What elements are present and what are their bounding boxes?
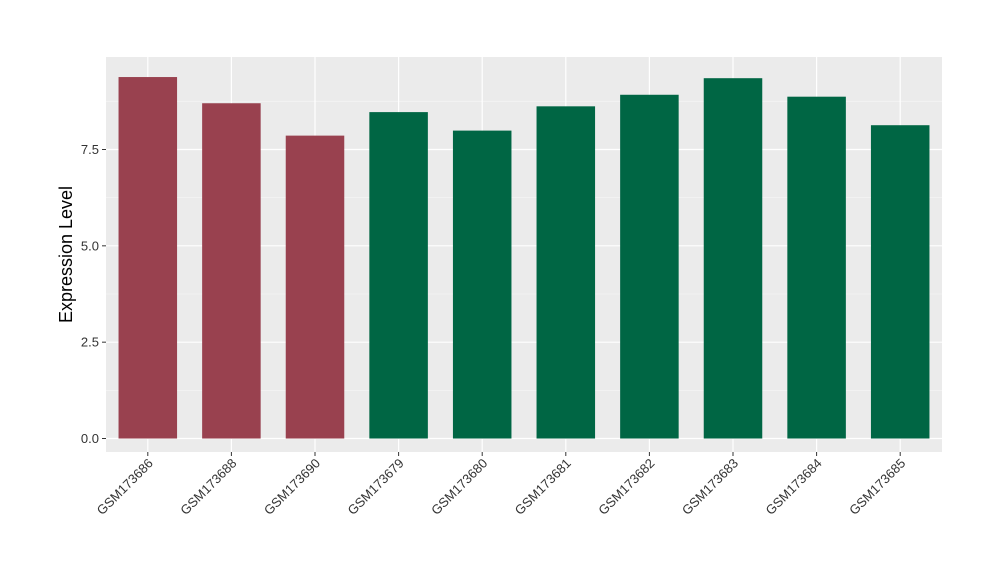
bars <box>118 77 930 439</box>
x-tick-label: GSM173685 <box>846 456 908 518</box>
y-tick-label: 7.5 <box>81 142 99 157</box>
x-axis: GSM173686 GSM173688 GSM173690 GSM173679 GSM1… <box>94 452 908 518</box>
x-tick-label: GSM173682 <box>595 456 657 518</box>
x-tick-label: GSM173679 <box>344 456 406 518</box>
x-tick-label: GSM173680 <box>428 456 490 518</box>
bar-gsm173683 <box>703 78 763 439</box>
bar-gsm173688 <box>202 103 261 439</box>
x-tick-label: GSM173681 <box>512 456 574 518</box>
bar-gsm173682 <box>620 94 679 439</box>
bar-gsm173690 <box>285 135 345 439</box>
x-tick-label: GSM173686 <box>94 456 156 518</box>
y-tick-label: 5.0 <box>81 238 99 253</box>
bar-gsm173680 <box>452 130 512 439</box>
y-axis: 0.0 2.5 5.0 7.5 <box>81 142 106 446</box>
bar-gsm173681 <box>536 106 596 439</box>
bar-gsm173684 <box>787 96 846 439</box>
bar-gsm173685 <box>870 125 930 439</box>
y-axis-title: Expression Level <box>56 186 76 323</box>
bar-gsm173679 <box>369 112 428 439</box>
y-tick-label: 0.0 <box>81 431 99 446</box>
x-tick-label: GSM173688 <box>177 456 239 518</box>
x-tick-label: GSM173690 <box>261 456 323 518</box>
x-tick-label: GSM173683 <box>679 456 741 518</box>
bar-gsm173686 <box>118 77 178 439</box>
y-tick-label: 2.5 <box>81 335 99 350</box>
x-tick-label: GSM173684 <box>762 456 824 518</box>
